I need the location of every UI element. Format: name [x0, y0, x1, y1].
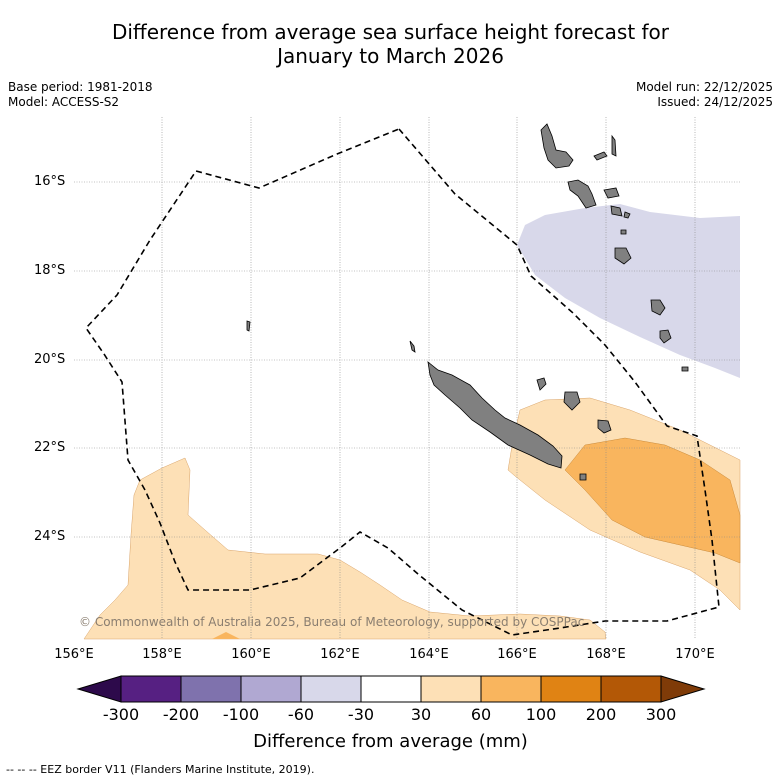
lon-label: 168°E — [586, 647, 626, 662]
map-figure — [0, 0, 781, 781]
isle-of-pines — [580, 474, 586, 480]
chesterfield-islet — [247, 321, 250, 331]
lat-label: 22°S — [34, 440, 65, 455]
colorbar-tick: -30 — [348, 705, 374, 724]
lon-label: 164°E — [409, 647, 449, 662]
colorbar-tick: -60 — [288, 705, 314, 724]
lat-label: 18°S — [34, 263, 65, 278]
lat-label: 16°S — [34, 174, 65, 189]
colorbar-tick: 200 — [586, 705, 617, 724]
copyright-credit: © Commonwealth of Australia 2025, Bureau… — [79, 615, 584, 629]
colorbar — [78, 676, 704, 702]
lon-label: 158°E — [142, 647, 182, 662]
lon-label: 162°E — [320, 647, 360, 662]
vanuatu-small-c — [621, 230, 626, 234]
colorbar-extend-high — [661, 676, 704, 702]
colorbar-bin-1 — [121, 676, 181, 702]
colorbar-bin-3 — [241, 676, 301, 702]
colorbar-bin-4 — [301, 676, 361, 702]
lat-label: 24°S — [34, 529, 65, 544]
lat-label: 20°S — [34, 352, 65, 367]
eez-legend-footer: -- -- -- EEZ border V11 (Flanders Marine… — [6, 763, 314, 776]
colorbar-bin-6 — [421, 676, 481, 702]
colorbar-tick: 30 — [411, 705, 431, 724]
colorbar-extend-low — [78, 676, 121, 702]
colorbar-tick: 60 — [471, 705, 491, 724]
lon-label: 170°E — [675, 647, 715, 662]
lon-label: 166°E — [497, 647, 537, 662]
colorbar-tick: -200 — [163, 705, 199, 724]
colorbar-tick: 300 — [646, 705, 677, 724]
colorbar-bin-5 — [361, 676, 421, 702]
lon-label: 160°E — [231, 647, 271, 662]
colorbar-bin-2 — [181, 676, 241, 702]
colorbar-tick: -300 — [103, 705, 139, 724]
colorbar-bin-9 — [601, 676, 661, 702]
colorbar-title: Difference from average (mm) — [0, 731, 781, 752]
colorbar-tick: 100 — [526, 705, 557, 724]
colorbar-tick: -100 — [223, 705, 259, 724]
colorbar-bin-7 — [481, 676, 541, 702]
matthew-island — [682, 367, 688, 371]
lon-label: 156°E — [54, 647, 94, 662]
colorbar-bin-8 — [541, 676, 601, 702]
